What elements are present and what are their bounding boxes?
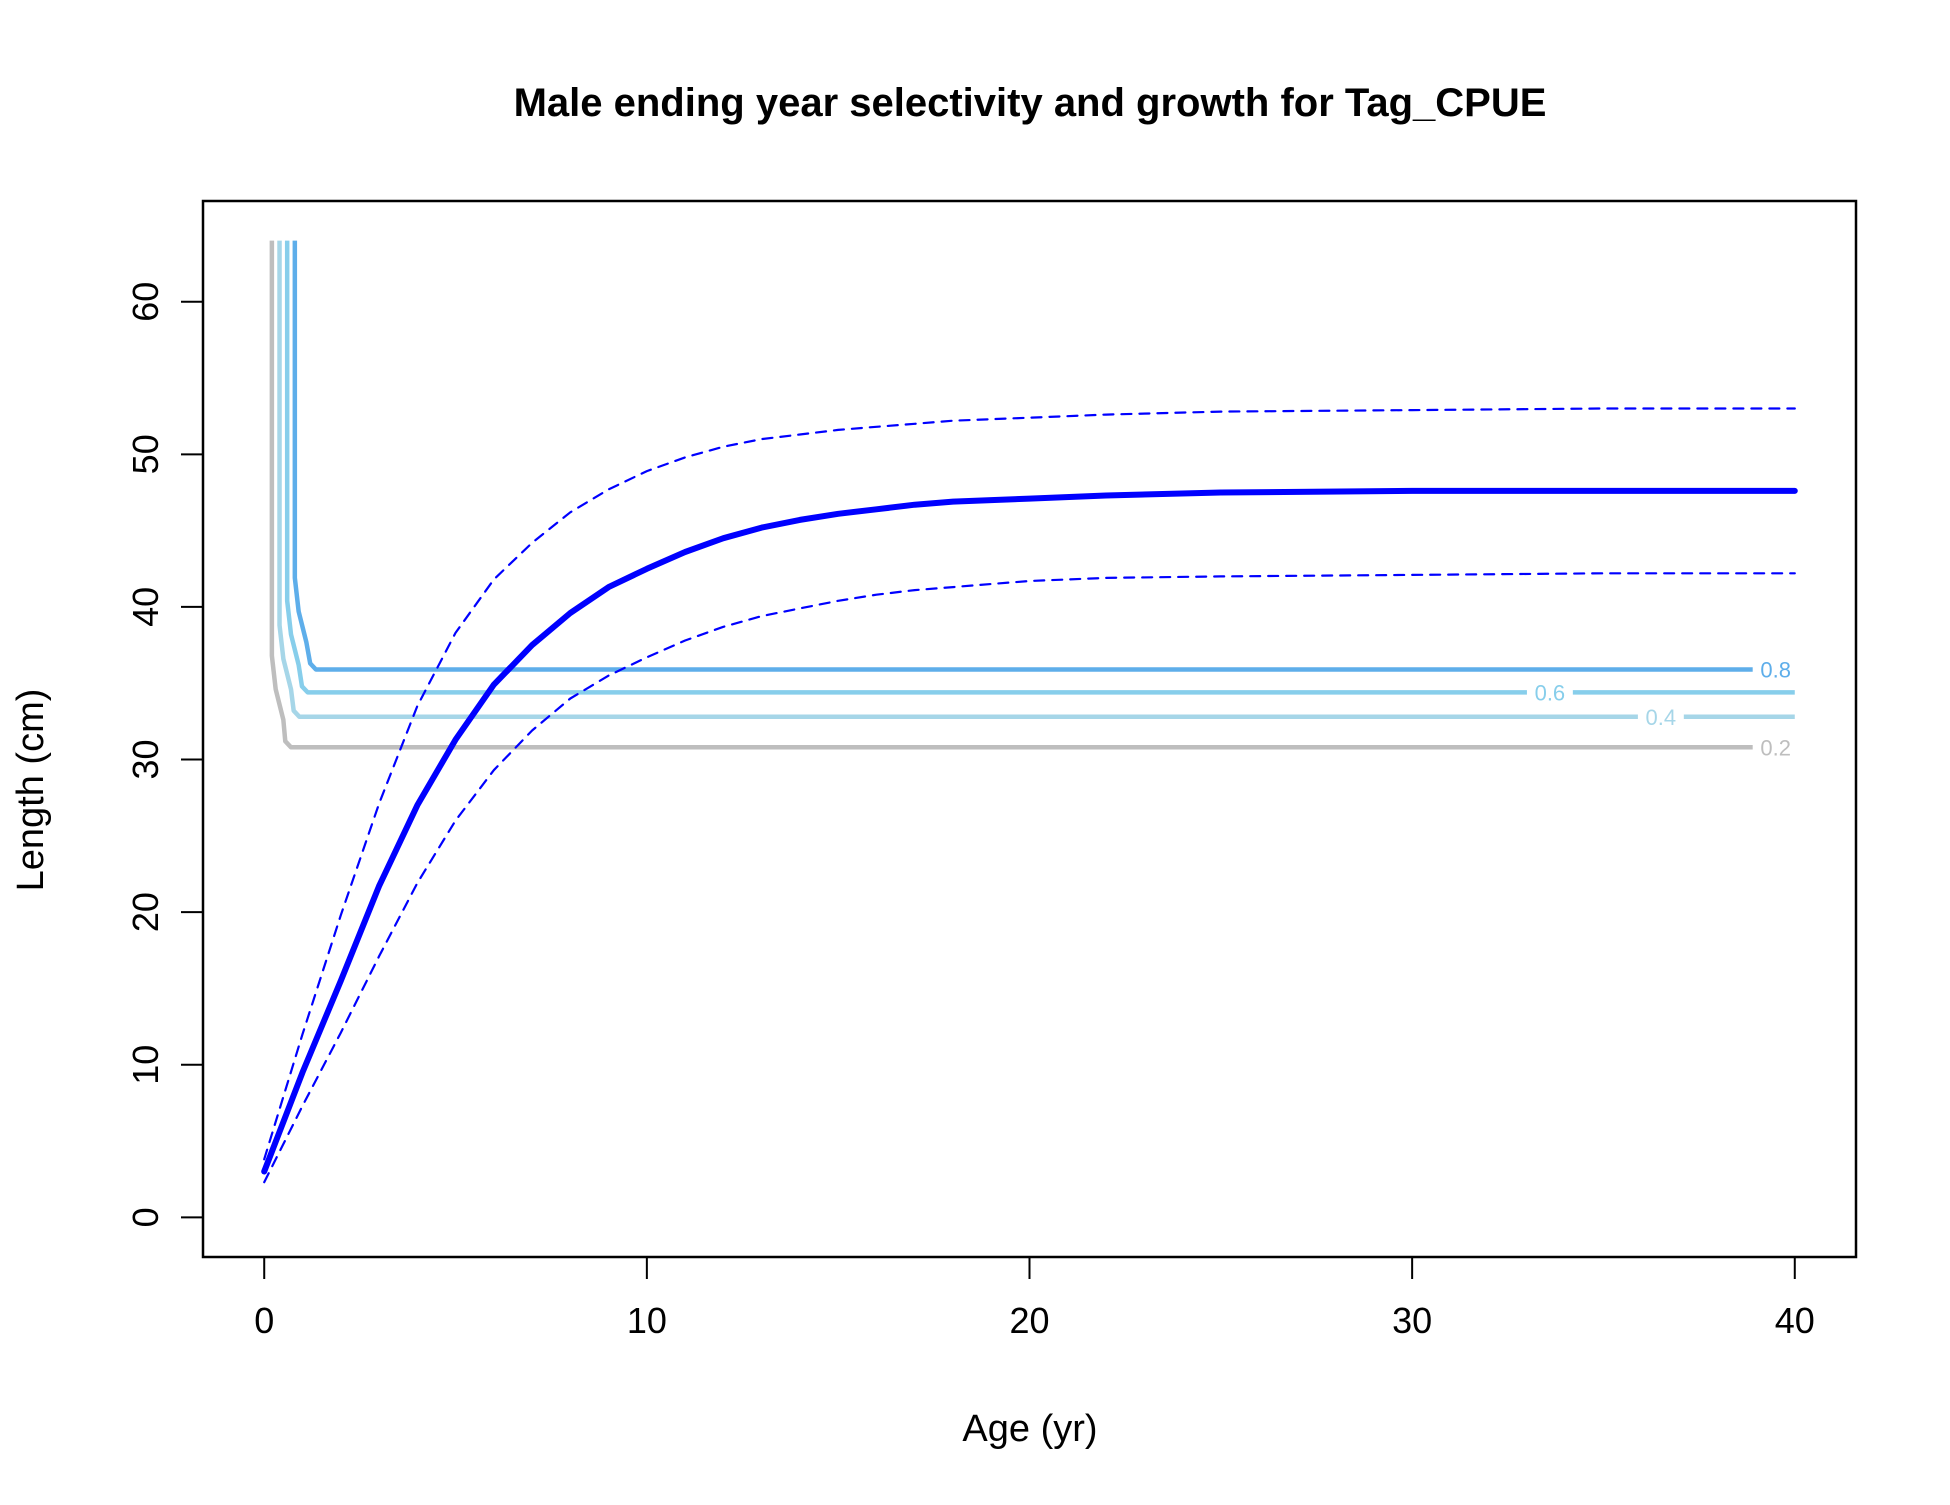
x-axis-label: Age (yr): [962, 1408, 1097, 1450]
plot-frame: [201, 199, 1858, 1259]
growth-mean-line: [261, 487, 1798, 1175]
selectivity-contour-0-4: [277, 240, 1638, 720]
y-tick-label: 30: [125, 739, 166, 779]
y-tick-label: 0: [125, 1207, 166, 1227]
selectivity-contour-0-6: [284, 240, 1527, 695]
x-tick-label: 10: [627, 1300, 667, 1341]
selectivity-contour-0-2: [269, 240, 1753, 750]
contour-label: 0.8: [1760, 657, 1791, 682]
contour-label: 0.4: [1646, 705, 1677, 730]
y-tick-label: 20: [125, 892, 166, 932]
y-tick-label: 50: [125, 434, 166, 474]
growth-interval-line: [263, 572, 1796, 1184]
contour-label: 0.6: [1535, 680, 1566, 705]
plot-area: 0 10 20 30 40 0 10 20 30 40 50 60 0.2 0.4 0.6 0.8: [125, 199, 1858, 1341]
y-tick-label: 60: [125, 282, 166, 322]
x-tick-label: 40: [1775, 1300, 1815, 1341]
x-tick-label: 0: [254, 1300, 274, 1341]
y-tick-label: 40: [125, 587, 166, 627]
y-axis-label: Length (cm): [10, 689, 52, 892]
selectivity-contour-0-8: [292, 240, 1753, 672]
y-tick-label: 10: [125, 1045, 166, 1085]
chart-title: Male ending year selectivity and growth …: [514, 81, 1547, 125]
contour-label: 0.2: [1760, 735, 1791, 760]
x-tick-label: 20: [1009, 1300, 1049, 1341]
growth-interval-line: [263, 407, 1796, 1161]
x-tick-label: 30: [1392, 1300, 1432, 1341]
